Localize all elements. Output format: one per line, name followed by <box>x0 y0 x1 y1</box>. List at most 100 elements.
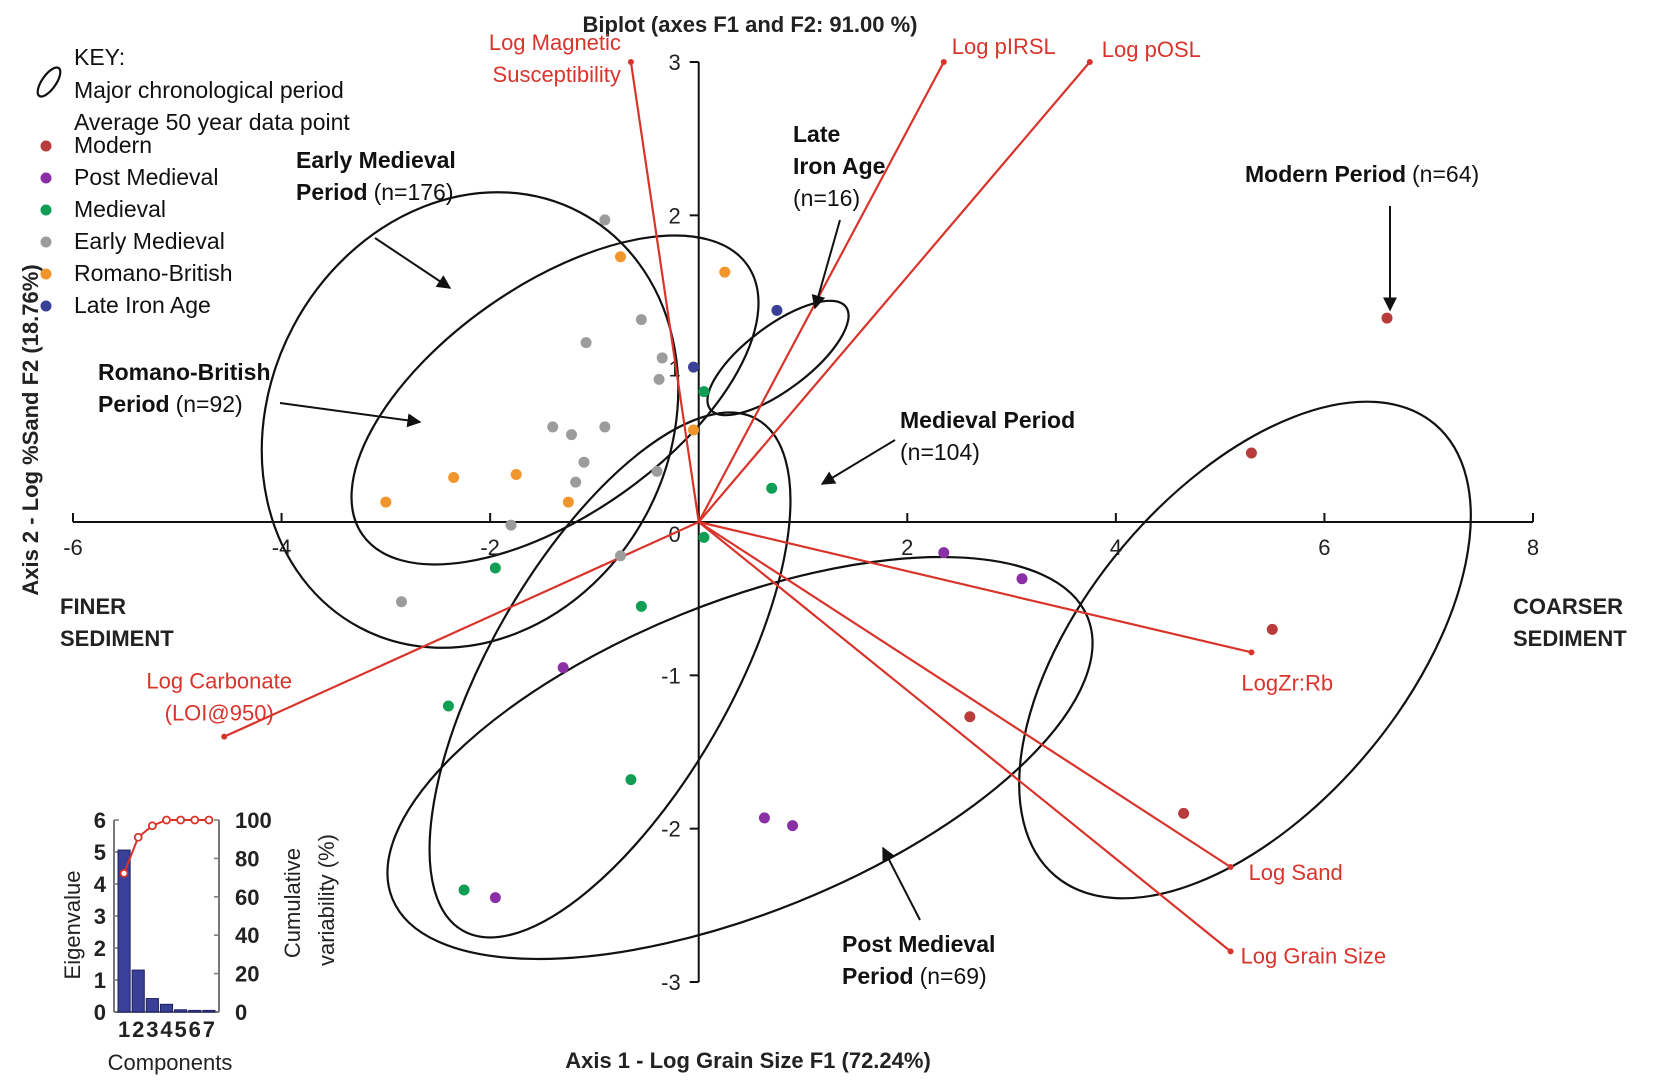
data-point <box>489 562 501 574</box>
inset-right-tick-label: 40 <box>235 923 259 948</box>
y-tick-label: 3 <box>668 50 680 75</box>
loading-vector <box>697 61 1091 523</box>
data-point <box>442 700 454 712</box>
chart-title: Biplot (axes F1 and F2: 91.00 %) <box>583 12 918 37</box>
loading-label: Log Magnetic Susceptibility <box>489 30 621 87</box>
data-point <box>758 812 770 824</box>
inset-category-label: 5 <box>175 1017 187 1042</box>
data-point <box>1016 573 1028 585</box>
data-point <box>1178 807 1190 819</box>
annotation-post-medieval: Post Medieval Period (n=69) <box>842 931 1002 989</box>
data-point <box>964 711 976 723</box>
data-point <box>489 892 501 904</box>
inset-scree-plot: Components Eigenvalue Cumulative variabi… <box>60 808 339 1075</box>
inset-category-label: 3 <box>146 1017 158 1042</box>
inset-left-tick-label: 4 <box>94 872 107 897</box>
data-point <box>635 600 647 612</box>
inset-left-tick-label: 1 <box>94 968 106 993</box>
data-point <box>570 476 582 488</box>
loading-log-pirsl: Log pIRSL <box>697 34 1056 523</box>
data-point <box>458 884 470 896</box>
x-tick-label: 8 <box>1527 535 1539 560</box>
loading-label: Log Carbonate (LOI@950) <box>146 669 292 726</box>
data-point <box>505 519 517 531</box>
data-point <box>1266 623 1278 635</box>
ellipse-early-medieval <box>260 191 680 649</box>
inset-cumulative-point <box>176 815 186 825</box>
data-point <box>380 496 392 508</box>
x-tick-label: -2 <box>480 535 500 560</box>
legend-marker <box>40 268 52 280</box>
inset-cumulative-point <box>204 815 214 825</box>
loading-label: Log Sand <box>1249 860 1343 885</box>
data-point <box>615 550 626 562</box>
data-point <box>510 468 522 480</box>
loading-tip <box>1086 59 1093 65</box>
ellipse-romano-british <box>350 234 760 566</box>
origin-label: 0 <box>668 522 680 547</box>
loading-tip <box>1248 649 1255 656</box>
inset-cumulative-point <box>162 815 171 825</box>
inset-ylabel-left: Eigenvalue <box>60 871 85 980</box>
y-tick-label: -2 <box>661 817 681 842</box>
x-tick-label: -4 <box>272 535 292 560</box>
legend-label: Romano-British <box>74 260 233 286</box>
inset-ylabel-right: Cumulative variability (%) <box>280 834 339 966</box>
inset-category-label: 6 <box>189 1017 201 1042</box>
annotation-late-iron-age: Late Iron Age (n=16) <box>793 121 892 211</box>
inset-cumulative-point <box>190 815 200 825</box>
loading-log-posl: Log pOSL <box>697 37 1201 523</box>
annotation-romano-british: Romano-British Period (n=92) <box>98 359 277 417</box>
data-point <box>562 496 574 508</box>
inset-bar <box>131 969 145 1013</box>
legend-label: Medieval <box>74 196 166 222</box>
arrow-late-iron-age <box>811 219 841 310</box>
data-point <box>557 662 569 674</box>
y-axis-label: Axis 2 - Log %Sand F2 (18.76%) <box>18 264 43 595</box>
loading-log-sand: Log Sand <box>698 521 1343 885</box>
arrow-early-medieval <box>374 237 452 289</box>
inset-category-label: 7 <box>203 1017 215 1042</box>
inset-cumulative-line <box>123 819 209 874</box>
ellipse-late-iron-age <box>706 299 850 417</box>
loading-label: Log pIRSL <box>952 34 1056 59</box>
data-point <box>1245 447 1257 459</box>
inset-bar <box>159 1003 174 1013</box>
inset-bar <box>117 849 131 1013</box>
inset-right-tick-label: 60 <box>235 885 259 910</box>
inset-category-label: 2 <box>132 1017 144 1042</box>
loading-tip <box>627 59 634 65</box>
x-tick-label: 6 <box>1318 535 1330 560</box>
series-late-iron-age <box>688 304 783 373</box>
legend-marker <box>40 300 52 312</box>
data-point <box>688 361 699 373</box>
data-point <box>635 314 647 326</box>
data-point <box>615 251 626 263</box>
legend-heading: KEY: <box>74 44 125 70</box>
annotation-medieval: Medieval Period (n=104) <box>900 407 1082 465</box>
data-point <box>580 337 592 349</box>
x-axis-label: Axis 1 - Log Grain Size F1 (72.24%) <box>565 1048 931 1073</box>
loading-tip <box>221 733 228 740</box>
inset-left-tick-label: 5 <box>94 840 106 865</box>
data-point <box>719 266 731 278</box>
loading-label: LogZr:Rb <box>1241 670 1333 695</box>
data-point <box>599 421 611 433</box>
data-point <box>698 386 710 398</box>
legend-label: Early Medieval <box>74 228 225 254</box>
legend-label: Modern <box>74 132 152 158</box>
loading-tip <box>1227 864 1234 870</box>
inset-cumulative-point <box>147 821 157 831</box>
x-tick-label: 2 <box>901 535 913 560</box>
legend-label: Post Medieval <box>74 164 218 190</box>
inset-left-tick-label: 6 <box>94 808 106 833</box>
loading-log-magnetic-susceptibility: Log Magnetic Susceptibility <box>489 30 700 523</box>
inset-bar <box>145 998 159 1013</box>
legend-label: Late Iron Age <box>74 292 211 318</box>
data-point <box>787 820 799 832</box>
coarser-sediment-label: COARSER SEDIMENT <box>1513 594 1627 651</box>
loading-vector <box>697 61 945 523</box>
inset-left-tick-label: 2 <box>94 936 106 961</box>
series-medieval <box>442 386 778 896</box>
